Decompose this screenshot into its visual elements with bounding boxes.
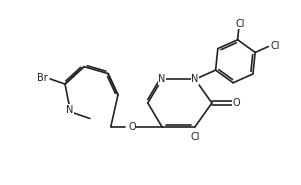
Text: N: N <box>158 74 166 84</box>
Text: Br: Br <box>37 73 48 83</box>
Text: Cl: Cl <box>190 132 200 142</box>
Text: O: O <box>232 98 240 108</box>
Text: Cl: Cl <box>271 41 280 51</box>
Text: Cl: Cl <box>235 19 245 29</box>
Text: N: N <box>67 105 74 115</box>
Text: O: O <box>128 122 136 132</box>
Text: N: N <box>191 74 199 84</box>
